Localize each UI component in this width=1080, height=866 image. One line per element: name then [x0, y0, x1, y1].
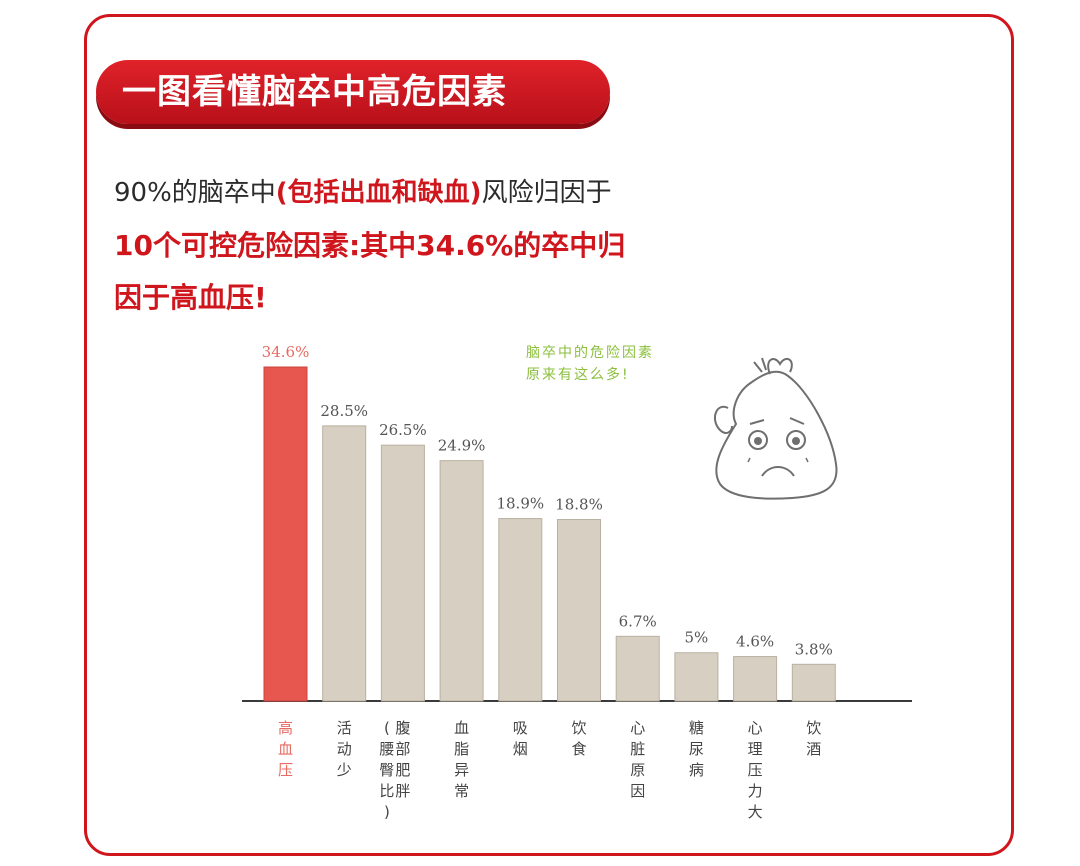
- value-label-8: 4.6%: [736, 633, 774, 651]
- category-label-7-char-0: 糖: [689, 719, 704, 737]
- category-label-0-char-1: 血: [278, 740, 293, 758]
- category-label-1-char-0: 活: [337, 719, 352, 737]
- bar-4: [498, 518, 543, 702]
- intro-text-highlight: (包括出血和缺血): [275, 178, 482, 208]
- category-label-7-char-1: 尿: [689, 740, 704, 758]
- category-label-1-char-1: 动: [337, 740, 352, 758]
- category-label-6-char-1: 脏: [630, 740, 645, 758]
- worried-character-illustration: [713, 357, 838, 500]
- category-label-2-char-2: 肥: [395, 761, 410, 779]
- category-label-2-char-3: 胖: [395, 782, 410, 800]
- intro-text-a: 90%的脑卒中: [114, 178, 276, 208]
- bar-3: [439, 460, 484, 702]
- category-label-2-paren-char-1: 腰: [379, 740, 394, 758]
- bar-9: [791, 663, 836, 702]
- category-label-4-char-1: 烟: [513, 740, 528, 758]
- speech-text: 脑卒中的危险因素 原来有这么多!: [526, 342, 654, 386]
- category-label-5-char-1: 食: [571, 740, 586, 758]
- category-label-6-char-2: 原: [630, 761, 645, 779]
- category-label-9-char-1: 酒: [806, 740, 821, 758]
- category-label-3-char-2: 异: [454, 761, 469, 779]
- category-label-5-char-0: 饮: [571, 719, 586, 737]
- value-label-5: 18.8%: [555, 496, 603, 514]
- category-label-8-char-0: 心: [748, 719, 763, 737]
- category-label-0-char-2: 压: [278, 761, 293, 779]
- bar-5: [557, 519, 601, 702]
- category-label-2-paren-char-0: (: [384, 719, 390, 737]
- category-label-9-char-0: 饮: [806, 719, 821, 737]
- category-label-0-char-0: 高: [278, 719, 293, 737]
- page-title: 一图看懂脑卒中高危因素: [96, 60, 610, 124]
- intro-line-1: 90%的脑卒中(包括出血和缺血)风险归因于: [114, 172, 612, 209]
- category-label-2-char-0: 腹: [395, 719, 410, 737]
- bar-6: [615, 635, 660, 702]
- bar-1: [322, 425, 367, 702]
- category-label-8-char-4: 大: [748, 803, 763, 821]
- category-label-7-char-2: 病: [689, 761, 704, 779]
- bar-2: [380, 444, 425, 702]
- speech-line-2: 原来有这么多!: [526, 367, 630, 383]
- category-label-3-char-1: 脂: [454, 740, 469, 758]
- value-label-3: 24.9%: [438, 437, 486, 455]
- bar-8: [733, 656, 778, 702]
- value-label-0: 34.6%: [262, 343, 310, 361]
- value-label-1: 28.5%: [320, 402, 368, 420]
- value-label-2: 26.5%: [379, 421, 427, 439]
- bar-7: [674, 652, 719, 702]
- category-label-1-char-2: 少: [337, 761, 352, 779]
- category-label-6-char-0: 心: [630, 719, 645, 737]
- value-label-9: 3.8%: [795, 640, 833, 658]
- content-frame: [84, 14, 1014, 856]
- category-label-2-paren-char-4: ): [384, 803, 390, 821]
- category-label-3-char-0: 血: [454, 719, 469, 737]
- category-label-3-char-3: 常: [454, 782, 469, 800]
- category-label-8-char-1: 理: [748, 740, 763, 758]
- value-label-6: 6.7%: [619, 612, 657, 630]
- category-label-2-paren-char-3: 比: [379, 782, 394, 800]
- category-label-8-char-2: 压: [748, 761, 763, 779]
- intro-line-3: 因于高血压!: [114, 281, 267, 314]
- value-label-4: 18.9%: [496, 495, 544, 513]
- category-label-2-paren-char-2: 臀: [379, 761, 394, 779]
- value-label-7: 5%: [685, 629, 709, 647]
- intro-text-c: 风险归因于: [481, 178, 612, 208]
- category-label-4-char-0: 吸: [513, 719, 528, 737]
- bar-0: [263, 366, 308, 702]
- category-label-8-char-3: 力: [748, 782, 763, 800]
- category-label-2-char-1: 部: [395, 740, 410, 758]
- speech-line-1: 脑卒中的危险因素: [526, 345, 654, 361]
- category-label-6-char-3: 因: [630, 782, 645, 800]
- intro-line-2: 10个可控危险因素:其中34.6%的卒中归: [114, 229, 626, 262]
